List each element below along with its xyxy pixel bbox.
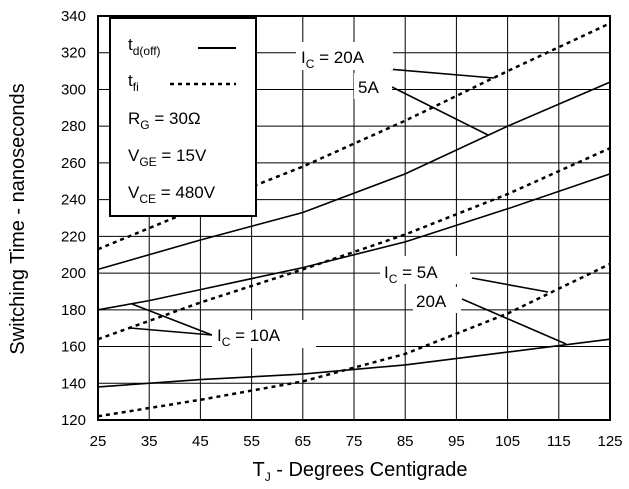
y-tick-label: 220 [61,228,86,245]
y-tick-label: 140 [61,375,86,392]
series-line-tfi-2 [97,22,611,251]
series-line-td-off-1 [97,81,611,271]
x-tick-label: 85 [397,433,414,450]
annotation-ic-20a-bg [296,42,393,70]
y-tick-label: 200 [61,265,86,282]
annotation-ic-5a-bg [380,256,470,284]
annotation-ic-5a: IC = 5A [384,263,438,286]
x-tick-label: 115 [547,433,571,450]
x-tick-label: 105 [495,433,520,450]
y-tick-labels: 120 140 160 180 200 220 240 260 280 300 320 340 [61,8,86,429]
legend-entry-tfi: tfi [128,71,139,94]
annotation-5a-bg [354,73,392,99]
annotations: IC = 20A 5A IC = 5A 20A IC = 10A [212,42,470,349]
leader-5a [391,86,489,136]
series-lines [97,22,611,418]
legend-entry-td-off: td(off) [128,35,161,58]
y-tick-label: 120 [61,412,86,429]
y-tick-label: 260 [61,155,86,172]
y-tick-label: 160 [61,339,86,356]
y-tick-label: 300 [61,81,86,98]
legend-condition-vce: VCE = 480V [128,183,216,206]
legend-condition-vge: VGE = 15V [128,146,207,169]
annotation-ic-10a: IC = 10A [217,326,281,349]
leader-20a [461,298,567,345]
y-tick-label: 280 [61,118,86,135]
x-tick-label: 55 [243,433,260,450]
leader-ic-5a [471,277,549,293]
x-tick-label: 45 [192,433,209,450]
annotation-20a-bg [413,287,461,313]
x-tick-label: 75 [346,433,363,450]
x-tick-label: 35 [141,433,158,450]
series-line-tfi-6 [97,262,611,418]
series-line-tfi-4 [97,147,611,341]
x-axis-title: TJ - Degrees Centigrade [253,459,468,484]
x-tick-label: 125 [597,433,622,450]
y-axis-title: Switching Time - nanoseconds [7,83,29,354]
annotation-5a: 5A [358,78,379,97]
legend-box [109,17,257,217]
plot-frame [97,15,611,421]
series-line-td-off-5 [97,338,611,388]
annotation-20a: 20A [416,292,447,311]
leader-ic-10a-b [129,327,213,336]
y-tick-label: 180 [61,302,86,319]
x-tick-label: 95 [448,433,465,450]
y-tick-label: 240 [61,192,86,209]
y-tick-label: 320 [61,45,86,62]
legend-condition-rg: RG = 30Ω [128,109,201,132]
x-tick-labels: 25 35 45 55 65 75 85 95 105 115 125 [90,433,623,450]
annotation-ic-10a-bg [212,320,316,348]
x-tick-label: 25 [90,433,107,450]
legend: td(off) tfi RG = 30Ω VGE = 15V VCE = 480… [109,17,257,217]
series-line-td-off-3 [97,173,611,311]
y-tick-label: 340 [61,8,86,25]
leader-ic-10a-a [131,303,213,336]
x-tick-label: 65 [294,433,311,450]
annotation-ic-20a: IC = 20A [301,48,365,71]
